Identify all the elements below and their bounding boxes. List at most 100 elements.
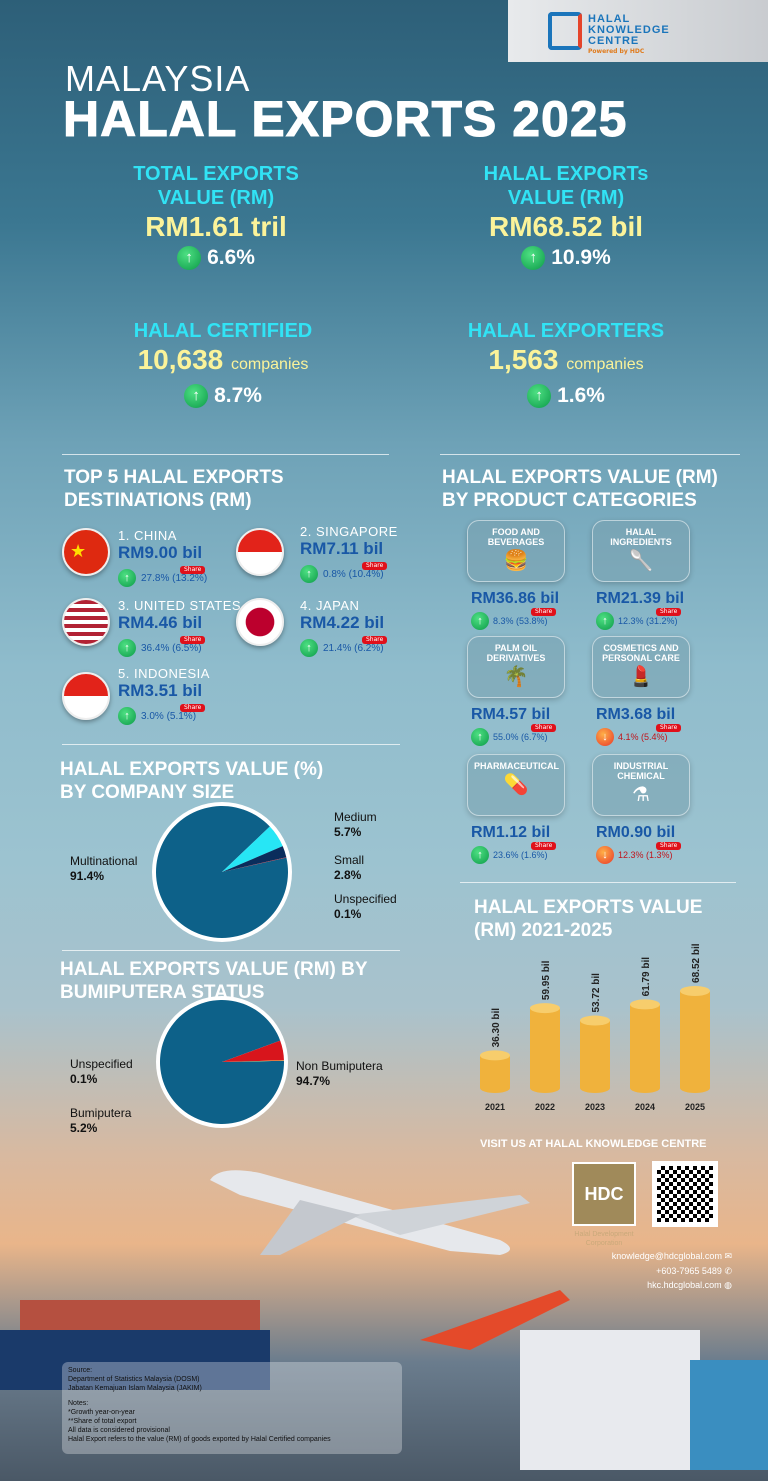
- bar-data-label: 61.79 bil: [641, 957, 652, 997]
- notes-label: Notes:: [68, 1400, 89, 1407]
- category-growth: 23.6% (1.6%): [493, 850, 548, 860]
- logo-powered-by: Powered by HDC: [588, 48, 645, 55]
- divider: [62, 744, 400, 745]
- bar-2023: [580, 1015, 610, 1093]
- pie-slice-non-bumiputera: [160, 1000, 285, 1124]
- category-growth: 4.1% (5.4%): [618, 732, 668, 742]
- divider: [62, 950, 400, 951]
- category-value: RM1.12 bil: [471, 824, 551, 841]
- kpi-label: TOTAL EXPORTS: [133, 163, 299, 185]
- x-tick-label: 2021: [485, 1102, 505, 1112]
- label-unspecified: Unspecified 0.1%: [334, 892, 397, 922]
- china-flag-icon: ★: [62, 528, 110, 576]
- slice-label: Multinational: [70, 854, 138, 868]
- label-bumiputera: Bumiputera 5.2%: [70, 1106, 131, 1136]
- label-small: Small 2.8%: [334, 853, 364, 883]
- category-stats: RM1.12 bil Share ↑ 23.6% (1.6%): [471, 824, 557, 864]
- destination-growth: 21.4% (6.2%): [323, 642, 384, 654]
- label-non-bumiputera: Non Bumiputera 94.7%: [296, 1059, 383, 1089]
- kpi-label: VALUE (RM): [507, 187, 625, 209]
- bar-data-label: 68.52 bil: [691, 943, 702, 983]
- flask-icon: ⚗: [632, 784, 650, 806]
- kpi-change: 6.6%: [207, 246, 255, 269]
- category-stats: RM3.68 bil Share ↓ 4.1% (5.4%): [596, 706, 682, 746]
- destination-name: 4. JAPAN: [300, 598, 360, 613]
- destination-growth: 36.4% (6.5%): [141, 642, 202, 654]
- yearly-chart-title: HALAL EXPORTS VALUE (RM) 2021-2025: [474, 896, 702, 942]
- destination-name: 3. UNITED STATES: [118, 598, 242, 613]
- title-line: DESTINATIONS (RM): [64, 490, 252, 511]
- category-name: INDUSTRIAL CHEMICAL: [613, 761, 669, 781]
- slice-value: 0.1%: [334, 907, 362, 921]
- arrow-up-icon: ↑: [471, 612, 489, 630]
- qr-code[interactable]: [652, 1161, 718, 1227]
- slice-label: Unspecified: [334, 892, 397, 906]
- phone-icon: ✆: [724, 1266, 732, 1276]
- share-badge: Share: [362, 562, 388, 570]
- arrow-down-icon: ↓: [596, 728, 614, 746]
- title-line: TOP 5 HALAL EXPORTS: [64, 467, 284, 488]
- title-line: (RM) 2021-2025: [474, 920, 613, 941]
- slice-value: 2.8%: [334, 868, 362, 882]
- source-line: Jabatan Kemajuan Islam Malaysia (JAKIM): [68, 1385, 202, 1392]
- category-stats: RM36.86 bil Share ↑ 8.3% (53.8%): [471, 590, 559, 630]
- spoon-icon: 🥄: [628, 550, 654, 572]
- share-badge: Share: [531, 842, 557, 850]
- kpi-value: RM1.61 tril: [145, 211, 287, 242]
- destination-value: RM7.11 bil: [300, 539, 384, 558]
- destination-item: 5. INDONESIA RM3.51 bil Share ↑ 3.0% (5.1…: [118, 666, 210, 725]
- divider: [460, 882, 736, 883]
- arrow-up-icon: ↑: [471, 846, 489, 864]
- kpi-label: VALUE (RM): [157, 187, 275, 209]
- share-badge: Share: [656, 842, 682, 850]
- destination-value: RM3.51 bil: [118, 681, 203, 700]
- slice-value: 0.1%: [70, 1072, 98, 1086]
- yearly-bar-chart: 36.30 bil 2021 59.95 bil 2022 53.72 bil 2023 6…: [480, 943, 710, 1112]
- category-card: FOOD AND BEVERAGES 🍔: [467, 520, 565, 582]
- category-stats: RM21.39 bil Share ↑ 12.3% (31.2%): [596, 590, 684, 630]
- hdc-caption-line: Halal Development: [574, 1231, 634, 1238]
- title-line1: MALAYSIA: [65, 58, 251, 99]
- bar-data-label: 36.30 bil: [491, 1008, 502, 1048]
- logo-line1: HALAL: [588, 13, 631, 25]
- divider: [62, 454, 389, 455]
- arrow-down-icon: ↓: [596, 846, 614, 864]
- source-line: Department of Statistics Malaysia (DOSM): [68, 1376, 200, 1383]
- destination-growth: 0.8% (10.4%): [323, 568, 384, 580]
- arrow-up-icon: ↑: [471, 728, 489, 746]
- category-card: HALAL INGREDIENTS 🥄: [592, 520, 690, 582]
- category-value: RM4.57 bil: [471, 706, 551, 723]
- label-unspecified-bumi: Unspecified 0.1%: [70, 1057, 133, 1087]
- contact-website[interactable]: hkc.hdcglobal.com: [647, 1280, 722, 1290]
- hdc-logo: HDC: [572, 1162, 636, 1226]
- title-line: HALAL EXPORTS VALUE (%): [60, 759, 324, 780]
- company-size-pie-chart: [152, 802, 292, 942]
- kpi-label: HALAL EXPORTERS: [467, 320, 665, 342]
- page-title: HALAL EXPORTS 2025: [62, 91, 628, 148]
- contact-phone-row: +603-7965 5489 ✆: [656, 1266, 732, 1277]
- usa-flag-icon: [62, 598, 110, 646]
- contact-email[interactable]: knowledge@hdcglobal.com: [611, 1251, 722, 1261]
- label-medium: Medium 5.7%: [334, 810, 377, 840]
- category-name: FOOD AND BEVERAGES: [487, 527, 545, 547]
- kpi-halal-certified: HALAL CERTIFIED 10,638 companies ↑ 8.7%: [73, 319, 373, 410]
- pie-slice-bumiputera: [222, 1040, 284, 1062]
- pie-slice-unspecified: [222, 857, 287, 872]
- kpi-value: 10,638: [137, 344, 224, 375]
- category-stats: RM0.90 bil Share ↓ 12.3% (1.3%): [596, 824, 682, 864]
- arrow-up-icon: ↑: [521, 246, 546, 270]
- destination-value: RM4.46 bil: [118, 613, 203, 632]
- destination-item: 3. UNITED STATES RM4.46 bil Share ↑ 36.4%…: [118, 598, 241, 657]
- label-multinational: Multinational 91.4%: [70, 854, 137, 884]
- kpi-change: 1.6%: [557, 384, 605, 407]
- kpi-value: RM68.52 bil: [488, 211, 644, 242]
- bar-2021: [480, 1050, 510, 1093]
- category-card: PHARMACEUTICAL 💊: [467, 754, 565, 816]
- x-tick-label: 2025: [685, 1102, 705, 1112]
- arrow-up-icon: ↑: [300, 565, 318, 583]
- slice-value: 94.7%: [296, 1074, 331, 1088]
- halal-knowledge-centre-logo: HALAL KNOWLEDGE CENTRE Powered by HDC: [508, 0, 768, 62]
- contact-phone[interactable]: +603-7965 5489: [656, 1266, 722, 1276]
- pie-slice-unspecified: [222, 1060, 284, 1062]
- title-line: HALAL EXPORTS VALUE: [474, 897, 703, 918]
